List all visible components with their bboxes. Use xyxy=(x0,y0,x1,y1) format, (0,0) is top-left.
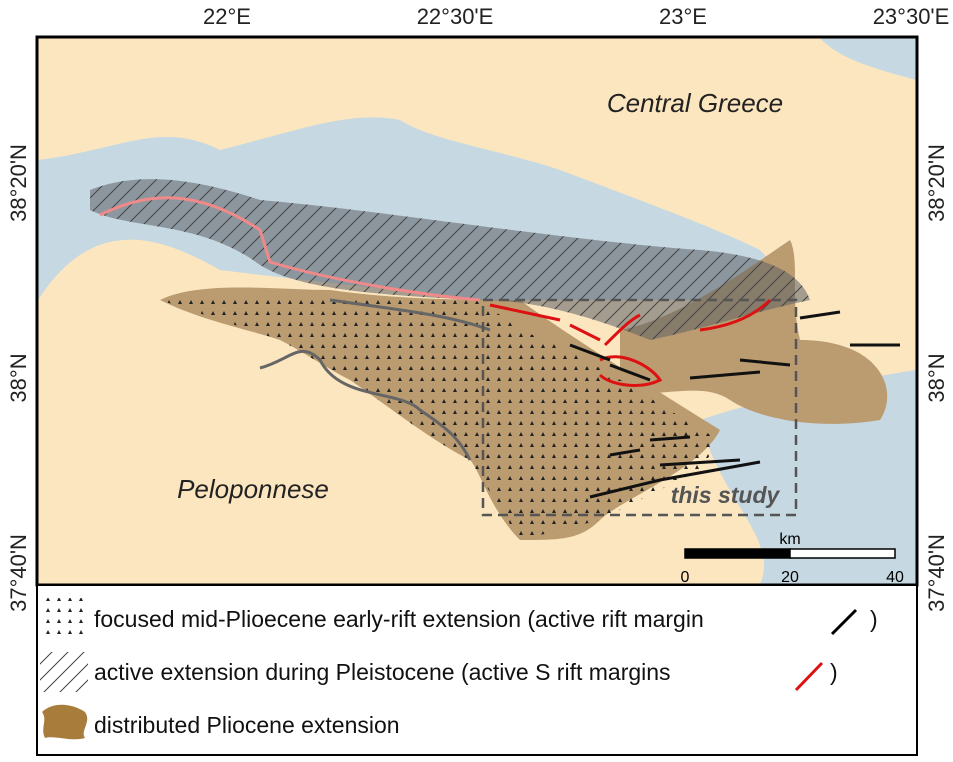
lat-label: 38°N xyxy=(6,353,31,402)
scale-label: 40 xyxy=(886,569,904,586)
legend-line xyxy=(830,608,858,636)
s-rift-margin xyxy=(489,298,772,387)
sea xyxy=(700,370,916,584)
mid-pliocene-area xyxy=(160,300,720,540)
legend-text: focused mid-Plioecene early-rift extensi… xyxy=(94,606,704,632)
legend-text: ) xyxy=(870,606,878,632)
graticule-labels: 22°E 22°30'E 23°E 23°30'E 38°20'N 38°20'N 38°N… xyxy=(6,4,949,612)
rift-margin xyxy=(569,310,900,499)
scale-label: 20 xyxy=(781,569,799,586)
legend-box xyxy=(36,584,918,756)
lat-label: 38°20'N xyxy=(924,144,949,222)
legend-text: distributed Pliocene extension xyxy=(94,712,400,738)
legend-swatch xyxy=(42,704,88,740)
fault xyxy=(259,349,472,461)
lon-label: 22°E xyxy=(203,4,251,29)
study-label: this study xyxy=(671,482,781,508)
place-label: Central Greece xyxy=(607,88,783,118)
lat-label: 38°N xyxy=(924,353,949,402)
pliocene-extension xyxy=(620,240,888,424)
place-label: Peloponnese xyxy=(177,474,329,504)
study-area xyxy=(481,298,798,517)
sea xyxy=(820,38,916,80)
lat-label: 37°40'N xyxy=(924,534,949,612)
s-rift-margin xyxy=(99,196,481,302)
legend-text: active extension during Pleistocene (act… xyxy=(94,659,671,685)
legend-swatch xyxy=(40,652,88,692)
legend-swatch xyxy=(40,598,88,638)
scale-bar: 0 20 40 km xyxy=(681,531,904,586)
lat-label: 37°40'N xyxy=(6,534,31,612)
fault xyxy=(329,298,491,332)
scale-label: 0 xyxy=(681,569,690,586)
map: Central Greece Peloponnese this study 0 2… xyxy=(38,38,916,586)
scale-segment xyxy=(684,548,791,559)
lat-label: 38°20'N xyxy=(6,144,31,222)
scale-unit: km xyxy=(779,531,800,548)
scale-segment xyxy=(789,548,896,559)
legend-line xyxy=(794,661,824,692)
lon-label: 23°30'E xyxy=(873,4,950,29)
lon-label: 22°30'E xyxy=(417,4,494,29)
legend-text: ) xyxy=(830,659,838,685)
lon-label: 23°E xyxy=(659,4,707,29)
